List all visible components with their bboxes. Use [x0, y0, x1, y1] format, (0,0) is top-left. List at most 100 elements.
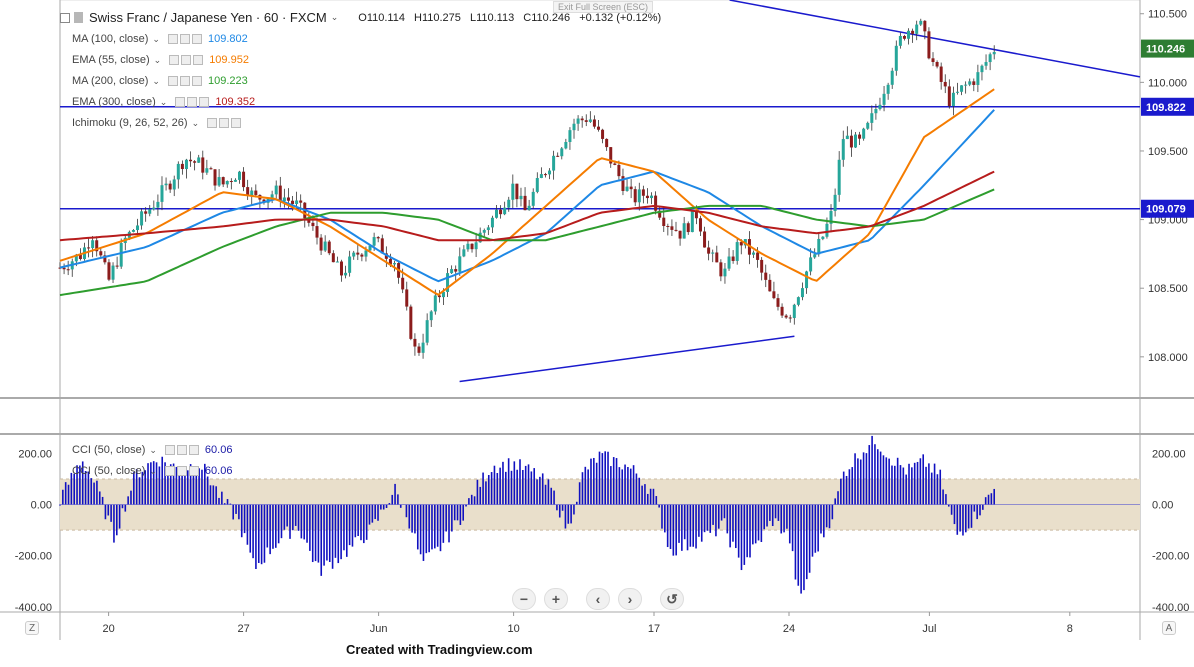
candle-body: [821, 236, 825, 239]
settings-icon[interactable]: [179, 76, 190, 86]
candle-body: [935, 62, 939, 67]
candle-body: [486, 227, 490, 231]
candle-body: [703, 231, 707, 248]
cci-legend[interactable]: CCI (50, close) ⌄ 60.06: [72, 465, 232, 477]
candle-body: [103, 255, 107, 263]
settings-icon[interactable]: [176, 466, 187, 476]
visibility-icon[interactable]: [164, 466, 175, 476]
cci-legend[interactable]: CCI (50, close) ⌄ 60.06: [72, 444, 232, 456]
time-tick-label: 27: [237, 623, 249, 635]
visibility-icon[interactable]: [175, 97, 186, 107]
candle-body: [960, 85, 964, 92]
candle-body: [735, 242, 739, 261]
candle-body: [286, 197, 290, 201]
candle-body: [596, 126, 600, 130]
settings-icon[interactable]: [181, 55, 192, 65]
candle-body: [829, 210, 833, 224]
close-icon[interactable]: [231, 118, 242, 128]
candle-body: [425, 320, 429, 343]
candle-body: [760, 259, 764, 273]
chevron-down-icon[interactable]: ⌄: [149, 444, 157, 455]
candle-body: [780, 306, 784, 316]
candle-body: [678, 230, 682, 239]
candle-body: [433, 295, 437, 312]
candle-body: [539, 174, 543, 179]
reset-chart-button[interactable]: ↺: [660, 588, 684, 610]
high-value: H110.275: [414, 11, 461, 24]
candle-body: [160, 185, 164, 202]
auto-scale-button[interactable]: A: [1162, 621, 1176, 635]
candle-body: [295, 200, 299, 205]
zoom-out-button[interactable]: −: [512, 588, 536, 610]
candle-body: [119, 243, 123, 267]
candle-body: [360, 254, 364, 257]
indicator-legend[interactable]: EMA (300, close) ⌄ 109.352: [72, 96, 255, 108]
time-tick-label: Jul: [922, 623, 936, 635]
candle-body: [401, 277, 405, 290]
zoom-toggle-button[interactable]: Z: [25, 621, 39, 635]
indicator-legend[interactable]: EMA (55, close) ⌄ 109.952: [72, 54, 249, 66]
chevron-down-icon[interactable]: ⌄: [152, 33, 160, 44]
candle-body: [156, 201, 160, 208]
candle-body: [645, 195, 649, 199]
candle-body: [849, 135, 853, 148]
visibility-icon[interactable]: [164, 445, 175, 455]
scroll-back-button[interactable]: ‹: [586, 588, 610, 610]
settings-icon[interactable]: [179, 34, 190, 44]
candle-body: [853, 134, 857, 148]
candle-body: [184, 159, 188, 170]
indicator-legend[interactable]: Ichimoku (9, 26, 52, 26) ⌄: [72, 117, 247, 129]
settings-icon[interactable]: [187, 97, 198, 107]
candle-body: [633, 189, 637, 203]
candle-body: [531, 191, 535, 206]
candle-body: [560, 148, 564, 157]
close-icon[interactable]: [199, 97, 210, 107]
collapse-icon[interactable]: [60, 12, 70, 23]
chart-navigation: − + ‹ › ↺: [512, 588, 684, 610]
cci-label: CCI (50, close): [72, 465, 146, 477]
candle-body: [131, 230, 135, 232]
visibility-icon[interactable]: [169, 55, 180, 65]
chevron-down-icon[interactable]: ⌄: [330, 12, 339, 22]
candle-body: [429, 311, 433, 321]
indicator-buttons: [167, 76, 202, 86]
candle-body: [543, 174, 547, 176]
chevron-down-icon[interactable]: ⌄: [152, 75, 160, 86]
flag-icon: [74, 12, 83, 23]
close-icon[interactable]: [188, 445, 199, 455]
candle-body: [152, 207, 156, 210]
candle-body: [527, 205, 531, 211]
close-icon[interactable]: [193, 55, 204, 65]
candle-body: [193, 161, 197, 163]
close-icon[interactable]: [191, 76, 202, 86]
candle-body: [409, 306, 413, 339]
candle-body: [605, 138, 609, 148]
chevron-down-icon[interactable]: ⌄: [153, 54, 162, 65]
indicator-legend[interactable]: MA (100, close) ⌄ 109.802: [72, 33, 248, 45]
low-value: L110.113: [469, 11, 515, 24]
trendline[interactable]: [459, 335, 795, 383]
candle-body: [621, 176, 625, 191]
chevron-down-icon[interactable]: ⌄: [159, 96, 168, 107]
visibility-icon[interactable]: [207, 118, 218, 128]
indicator-legend[interactable]: MA (200, close) ⌄ 109.223: [72, 75, 248, 87]
scroll-forward-button[interactable]: ›: [618, 588, 642, 610]
chevron-down-icon[interactable]: ⌄: [191, 117, 200, 128]
zoom-in-button[interactable]: +: [544, 588, 568, 610]
candle-body: [866, 122, 870, 129]
candle-body: [878, 104, 882, 110]
chevron-down-icon[interactable]: ⌄: [149, 465, 157, 476]
settings-icon[interactable]: [219, 118, 230, 128]
candle-body: [568, 130, 572, 143]
visibility-icon[interactable]: [167, 34, 178, 44]
exit-fullscreen-button[interactable]: Exit Full Screen (ESC): [553, 1, 654, 13]
close-value: C110.246: [523, 11, 571, 24]
close-icon[interactable]: [191, 34, 202, 44]
visibility-icon[interactable]: [167, 76, 178, 86]
candle-body: [237, 171, 241, 180]
trendline[interactable]: [729, 0, 1141, 78]
settings-icon[interactable]: [176, 445, 187, 455]
candle-body: [907, 30, 911, 39]
close-icon[interactable]: [188, 466, 199, 476]
